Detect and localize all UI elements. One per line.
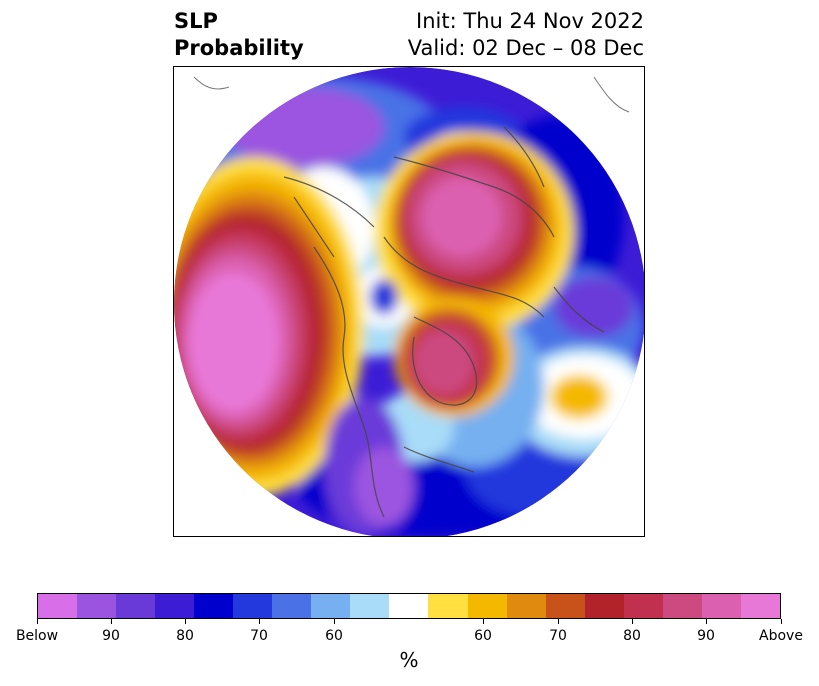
colorbar-tick-label: 90 xyxy=(102,628,120,644)
colorbar-segment xyxy=(194,594,234,618)
chart-title-right: Init: Thu 24 Nov 2022 Valid: 02 Dec – 08… xyxy=(408,8,644,62)
colorbar-segment xyxy=(662,594,702,618)
colorbar-tickmark xyxy=(334,619,335,624)
init-date: Init: Thu 24 Nov 2022 xyxy=(416,9,644,33)
title-variable: SLP xyxy=(174,9,218,33)
probability-field xyxy=(174,67,644,536)
colorbar-segment xyxy=(272,594,312,618)
colorbar-tickmark xyxy=(37,619,38,624)
colorbar-segment xyxy=(545,594,585,618)
colorbar-segment xyxy=(116,594,156,618)
colorbar-tick-label: 90 xyxy=(697,628,715,644)
colorbar-tickmark xyxy=(259,619,260,624)
colorbar-unit: % xyxy=(399,648,419,672)
colorbar-tick-label: 60 xyxy=(474,628,492,644)
colorbar-tickmark xyxy=(185,619,186,624)
colorbar-tickmark xyxy=(706,619,707,624)
colorbar-tick-label: 60 xyxy=(325,628,343,644)
probability-map xyxy=(173,66,645,537)
colorbar-segment xyxy=(428,594,468,618)
colorbar-tick-label: 80 xyxy=(623,628,641,644)
chart-title-left: SLP Probability xyxy=(174,8,304,62)
colorbar-segment xyxy=(155,594,195,618)
colorbar xyxy=(37,593,781,619)
colorbar-segment xyxy=(701,594,741,618)
colorbar-segment xyxy=(350,594,390,618)
colorbar-tick-label: 70 xyxy=(250,628,268,644)
colorbar-segment xyxy=(584,594,624,618)
colorbar-segment xyxy=(740,594,780,618)
colorbar-segment xyxy=(467,594,507,618)
title-product: Probability xyxy=(174,36,304,60)
colorbar-segment xyxy=(233,594,273,618)
colorbar-tick-label: 80 xyxy=(176,628,194,644)
colorbar-segment xyxy=(506,594,546,618)
colorbar-tickmark xyxy=(558,619,559,624)
colorbar-tickmark xyxy=(483,619,484,624)
colorbar-tick-label: Below xyxy=(15,628,59,644)
colorbar-segment xyxy=(311,594,351,618)
colorbar-segment xyxy=(389,594,429,618)
colorbar-segment xyxy=(623,594,663,618)
colorbar-tick-label: Above xyxy=(759,628,803,644)
colorbar-tick-label: 70 xyxy=(549,628,567,644)
colorbar-tickmark xyxy=(632,619,633,624)
colorbar-segment xyxy=(38,594,78,618)
colorbar-tickmark xyxy=(111,619,112,624)
polar-map-svg xyxy=(174,67,644,536)
valid-range: Valid: 02 Dec – 08 Dec xyxy=(407,36,644,60)
colorbar-segment xyxy=(77,594,117,618)
colorbar-tickmark xyxy=(781,619,782,624)
